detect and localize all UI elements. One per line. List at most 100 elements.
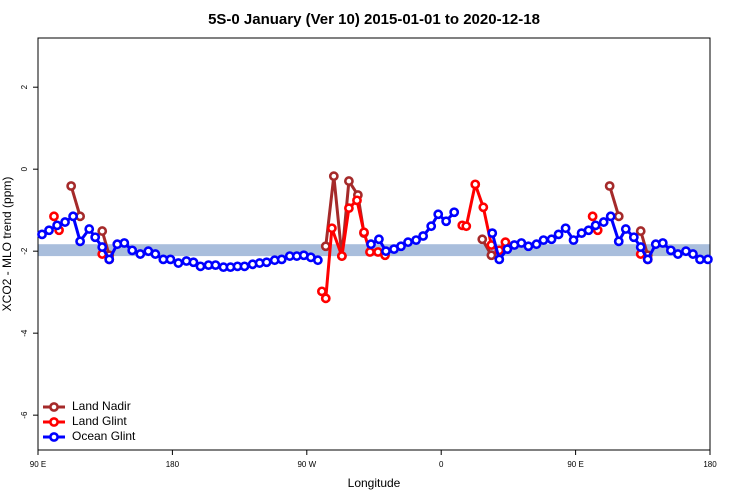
- x-tick-label: 90 E: [30, 460, 46, 469]
- marker: [60, 217, 70, 227]
- marker: [150, 249, 161, 259]
- marker: [486, 250, 497, 261]
- marker: [173, 258, 184, 268]
- legend-label: Land Nadir: [72, 399, 131, 413]
- marker: [470, 179, 481, 190]
- marker: [441, 216, 452, 227]
- marker: [97, 242, 108, 252]
- y-tick-label: 0: [20, 166, 29, 171]
- marker: [66, 181, 77, 191]
- chart-title: 5S-0 January (Ver 10) 2015-01-01 to 2020…: [208, 11, 540, 28]
- marker: [261, 257, 272, 268]
- marker: [316, 286, 327, 297]
- legend-label: Land Glint: [72, 414, 127, 428]
- marker: [344, 203, 354, 214]
- marker: [642, 254, 653, 265]
- marker: [403, 237, 413, 248]
- marker: [366, 239, 376, 250]
- marker: [635, 242, 646, 252]
- marker: [239, 261, 250, 272]
- marker: [613, 211, 624, 222]
- y-tick-label: -6: [20, 411, 29, 419]
- marker: [560, 223, 571, 234]
- marker: [418, 231, 429, 241]
- marker: [336, 251, 347, 261]
- marker: [165, 254, 176, 265]
- marker: [312, 255, 323, 266]
- marker: [52, 220, 63, 231]
- marker: [620, 224, 631, 234]
- marker: [703, 254, 713, 265]
- marker: [487, 228, 498, 239]
- marker: [635, 226, 646, 236]
- marker: [477, 234, 488, 245]
- marker: [568, 235, 579, 246]
- marker: [119, 238, 130, 248]
- marker: [84, 224, 95, 234]
- marker: [672, 249, 683, 259]
- marker: [587, 211, 598, 222]
- marker: [326, 223, 337, 234]
- marker: [695, 254, 705, 265]
- marker: [210, 260, 221, 271]
- marker: [44, 225, 54, 236]
- marker: [135, 249, 146, 259]
- marker: [604, 181, 615, 191]
- legend-marker: [49, 432, 59, 442]
- marker: [523, 241, 534, 252]
- marker: [320, 293, 331, 304]
- marker: [590, 220, 601, 231]
- x-tick-label: 90 E: [567, 460, 583, 469]
- marker: [344, 176, 354, 186]
- x-tick-label: 90 W: [297, 460, 316, 469]
- y-tick-label: -2: [20, 247, 29, 255]
- series-line: [52, 182, 649, 300]
- x-tick-label: 180: [703, 460, 717, 469]
- marker: [502, 244, 513, 255]
- marker: [494, 254, 505, 265]
- marker: [553, 229, 564, 240]
- marker: [583, 225, 594, 236]
- marker: [365, 247, 375, 257]
- marker: [613, 236, 624, 247]
- marker: [688, 249, 698, 259]
- legend-marker: [49, 402, 59, 412]
- marker: [127, 245, 138, 256]
- marker: [538, 235, 549, 246]
- marker: [381, 246, 391, 257]
- marker: [605, 211, 616, 222]
- marker: [195, 261, 206, 272]
- y-tick-label: -4: [20, 329, 29, 337]
- marker: [411, 235, 422, 246]
- x-axis-label: Longitude: [348, 476, 401, 490]
- marker: [433, 209, 444, 220]
- marker: [276, 254, 287, 265]
- y-axis-label: XCO2 - MLO trend (ppm): [0, 177, 14, 312]
- marker: [665, 245, 676, 256]
- marker: [531, 239, 542, 250]
- marker: [461, 221, 472, 232]
- marker: [478, 202, 489, 213]
- marker: [352, 195, 362, 206]
- marker: [657, 238, 668, 248]
- plot-frame: [37, 37, 711, 451]
- marker: [598, 217, 609, 227]
- marker: [320, 241, 331, 252]
- marker: [426, 221, 437, 232]
- marker: [359, 227, 369, 238]
- marker: [188, 257, 199, 268]
- marker: [396, 241, 406, 252]
- legend-marker: [49, 417, 59, 427]
- legend-label: Ocean Glint: [72, 429, 136, 443]
- marker: [546, 234, 557, 245]
- series-line: [69, 174, 650, 258]
- marker: [90, 232, 101, 243]
- marker: [49, 211, 59, 222]
- marker: [628, 232, 639, 243]
- marker: [75, 236, 86, 247]
- marker: [374, 234, 384, 245]
- marker: [328, 171, 339, 182]
- marker: [68, 211, 78, 222]
- y-tick-label: 2: [20, 84, 29, 89]
- x-tick-label: 0: [439, 460, 444, 469]
